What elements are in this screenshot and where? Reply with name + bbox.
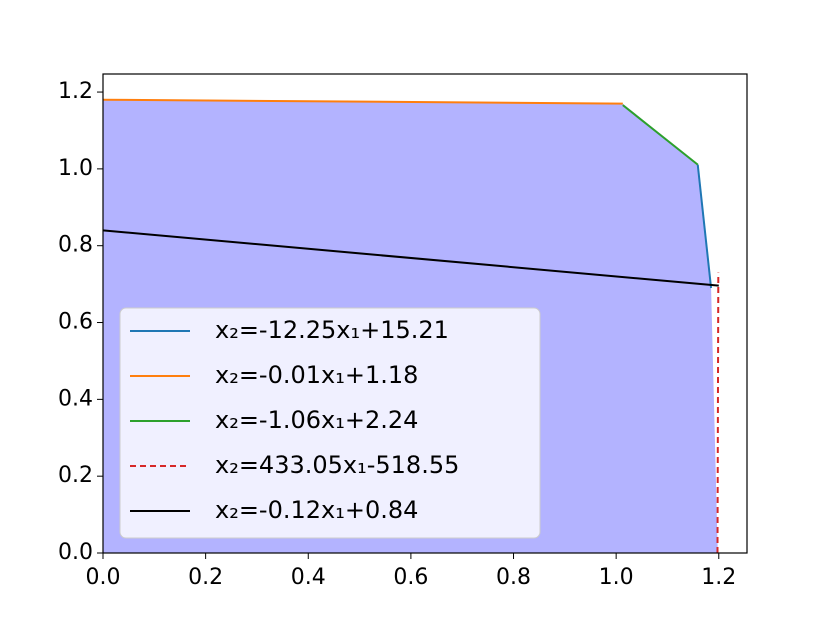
x-tick-label: 1.0 xyxy=(599,565,634,590)
legend: x₂=-12.25x₁+15.21 x₂=-0.01x₁+1.18 x₂=-1.06… xyxy=(119,307,541,539)
legend-box xyxy=(119,307,541,539)
legend-label: x₂=-0.01x₁+1.18 xyxy=(215,361,418,389)
legend-label: x₂=-0.12x₁+0.84 xyxy=(215,496,418,524)
y-tick-label: 1.2 xyxy=(58,79,93,104)
y-tick-label: 0.4 xyxy=(58,386,93,411)
y-tick-label: 0.2 xyxy=(58,463,93,488)
y-tick-label: 0.6 xyxy=(58,310,93,335)
x-tick-label: 1.2 xyxy=(701,565,736,590)
y-tick-label: 1.0 xyxy=(58,156,93,181)
plot-frame xyxy=(102,73,748,554)
legend-label: x₂=-12.25x₁+15.21 xyxy=(215,316,449,344)
x-tick-label: 0.0 xyxy=(86,565,121,590)
line xyxy=(102,229,719,287)
legend-label: x₂=-1.06x₁+2.24 xyxy=(215,406,418,434)
y-tick-label: 0.0 xyxy=(58,540,93,565)
x-tick-label: 0.2 xyxy=(188,565,223,590)
line xyxy=(622,104,699,166)
legend-label: x₂=433.05x₁-518.55 xyxy=(215,451,459,479)
y-tick-label: 0.8 xyxy=(58,233,93,258)
line xyxy=(716,272,720,554)
x-tick-label: 0.8 xyxy=(496,565,531,590)
line xyxy=(102,98,623,105)
x-tick-label: 0.4 xyxy=(291,565,326,590)
x-tick-label: 0.6 xyxy=(393,565,428,590)
line xyxy=(696,164,713,289)
